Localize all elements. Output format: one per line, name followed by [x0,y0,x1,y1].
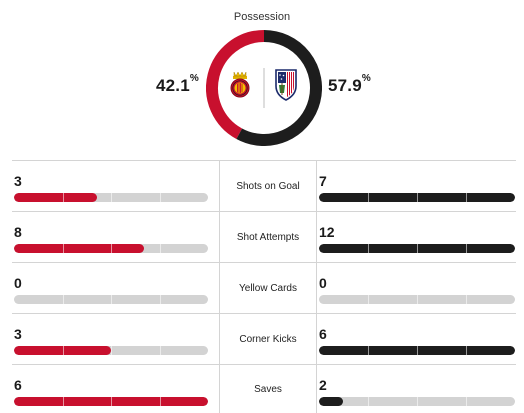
bar-segment-divider [368,244,369,253]
away-stat-value: 2 [319,377,327,393]
bar-segment-divider [159,244,161,253]
home-stat-value: 8 [14,224,22,240]
away-stat-value: 12 [319,224,335,240]
bar-segment-divider [62,295,64,304]
bar-segment-divider [159,193,161,202]
away-possession-number: 57.9 [328,76,362,95]
bar-segment-divider [417,295,418,304]
bar-segment-divider [111,244,112,253]
home-possession-unit: % [189,73,199,84]
bar-segment-divider [111,397,112,406]
away-stat-bar-fill [319,397,343,406]
home-stat-bar-fill [14,244,144,253]
team-stats-table: 3 Shots on Goal 7 8 Shot Attempts 12 0 Yellow C… [12,160,516,413]
stat-row: 6 Saves 2 [12,364,516,413]
bar-segment-divider [368,346,369,355]
bar-segment-divider [62,193,64,202]
bar-segment-divider [159,346,161,355]
home-stat-bar [14,346,208,355]
home-stat-bar [14,193,208,202]
bar-segment-divider [368,193,369,202]
bar-segment-divider [62,346,64,355]
home-stat-value: 3 [14,326,22,342]
stat-label: Shot Attempts [219,212,317,262]
bar-segment-divider [368,295,369,304]
bar-segment-divider [466,193,467,202]
stat-row: 3 Shots on Goal 7 [12,160,516,211]
home-possession-value: 42.1% [156,73,199,96]
away-stat-bar [319,295,515,304]
home-stat-bar-fill [14,193,98,202]
bar-segment-divider [159,397,161,406]
stat-row: 3 Corner Kicks 6 [12,313,516,364]
atletico-madrid-crest-icon [275,69,297,101]
stat-label: Corner Kicks [219,314,317,364]
possession-title: Possession [233,11,291,23]
bar-segment-divider [466,295,467,304]
bar-segment-divider [62,397,64,406]
away-stat-bar [319,193,515,202]
away-possession-unit: % [361,73,371,84]
away-stat-value: 0 [319,275,327,291]
bar-segment-divider [62,244,64,253]
home-stat-value: 3 [14,173,22,189]
home-stat-bar [14,397,208,406]
stat-row: 8 Shot Attempts 12 [12,211,516,262]
bar-segment-divider [111,295,112,304]
stat-label: Saves [219,365,317,413]
bar-segment-divider [417,397,418,406]
away-stat-value: 7 [319,173,327,189]
home-stat-value: 0 [14,275,22,291]
bar-segment-divider [466,346,467,355]
bar-segment-divider [417,244,418,253]
bar-segment-divider [466,397,467,406]
bar-segment-divider [111,346,112,355]
home-stat-bar [14,295,208,304]
bar-segment-divider [368,397,369,406]
bar-segment-divider [417,346,418,355]
bar-segment-divider [159,295,161,304]
home-stat-bar [14,244,208,253]
bar-segment-divider [417,193,418,202]
home-possession-number: 42.1 [156,76,190,95]
possession-donut-chart [206,30,322,146]
home-possession-arc [206,30,265,139]
away-possession-arc [236,30,322,146]
stat-label: Shots on Goal [219,161,317,211]
bar-segment-divider [111,193,112,202]
mallorca-crest-icon [230,71,250,98]
away-possession-value: 57.9% [328,73,371,96]
home-stat-value: 6 [14,377,22,393]
away-stat-bar [319,244,515,253]
away-stat-bar [319,397,515,406]
away-stat-bar [319,346,515,355]
stat-label: Yellow Cards [219,263,317,313]
stat-row: 0 Yellow Cards 0 [12,262,516,313]
bar-segment-divider [466,244,467,253]
away-stat-value: 6 [319,326,327,342]
